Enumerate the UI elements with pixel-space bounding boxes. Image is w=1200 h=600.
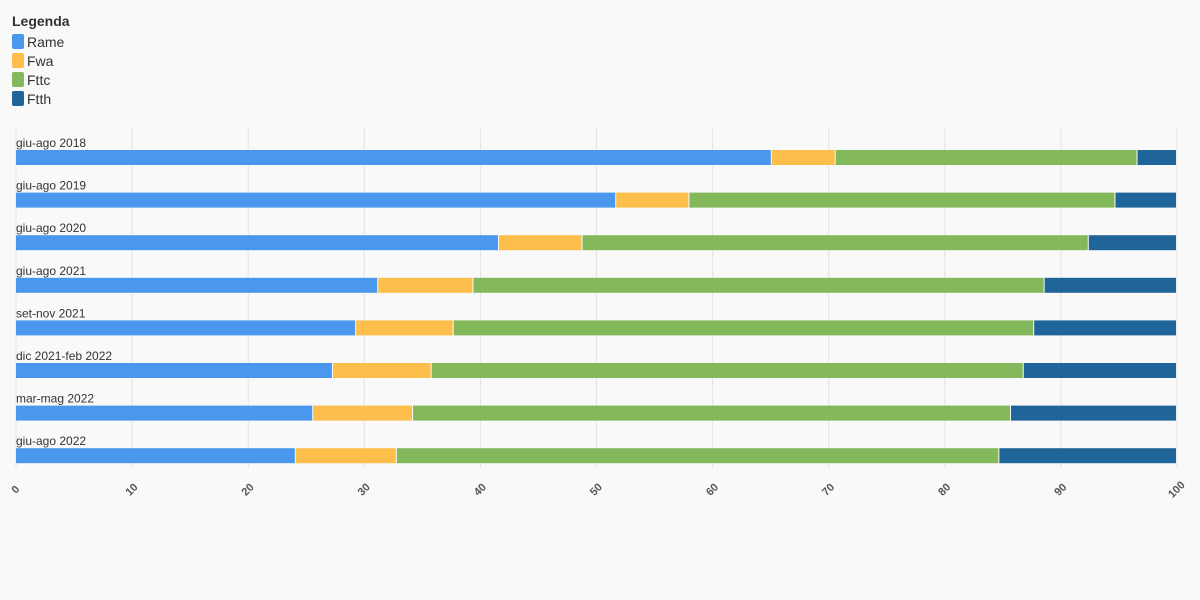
x-tick-label: 0 [10,484,23,497]
category-label: giu-ago 2019 [16,179,86,193]
legend-swatch-fwa [12,53,24,68]
x-tick-label: 100 [1166,479,1187,500]
bar-segment-rame [16,277,378,293]
bar-segment-ftth [999,448,1176,464]
bar-segment-rame [16,320,356,336]
bar-segment-fttc [582,235,1088,251]
category-label: giu-ago 2022 [16,434,86,448]
bar-segment-ftth [1115,192,1176,208]
bar-segment-rame [16,192,616,208]
bar-segment-fttc [413,405,1010,421]
bar-segment-fttc [431,363,1023,378]
legend-title: Legenda [12,13,70,29]
x-tick-label: 60 [704,481,721,498]
x-tick-label: 80 [936,481,953,498]
bar-segment-rame [16,363,332,378]
chart-legend: Legenda Rame Fwa Fttc Ftth [12,12,70,108]
legend-item-fwa[interactable]: Fwa [12,51,70,70]
legend-swatch-rame [12,34,24,49]
bar-segment-fwa [771,150,835,165]
bar-segment-rame [16,448,295,464]
category-label: giu-ago 2021 [16,264,86,278]
bar-segment-rame [16,150,771,165]
legend-label-fwa: Fwa [27,52,54,69]
bar-segment-ftth [1088,235,1176,251]
category-label: giu-ago 2018 [16,136,86,150]
x-tick-label: 20 [240,481,257,498]
bar-segment-ftth [1010,405,1176,421]
category-label: set-nov 2021 [16,306,86,320]
x-tick-label: 40 [472,481,489,498]
bar-segment-fttc [396,448,999,464]
legend-label-ftth: Ftth [27,90,52,107]
legend-item-ftth[interactable]: Ftth [12,89,70,108]
bar-segment-fwa [378,277,473,293]
category-label: giu-ago 2020 [16,221,86,235]
x-tick-label: 70 [820,481,837,498]
x-tick-label: 90 [1052,481,1069,498]
legend-swatch-fttc [12,72,24,87]
category-label: dic 2021-feb 2022 [16,349,112,363]
bar-segment-fwa [616,192,689,208]
bar-segment-fwa [498,235,582,251]
bar-segment-ftth [1044,277,1176,293]
legend-label-fttc: Fttc [27,71,51,88]
bar-segment-fttc [453,320,1034,336]
legend-item-fttc[interactable]: Fttc [12,70,70,89]
category-label: mar-mag 2022 [16,392,94,406]
bar-segment-fwa [356,320,453,336]
bar-segment-fttc [835,150,1137,165]
bar-segment-fttc [689,192,1115,208]
x-tick-label: 10 [123,481,140,498]
bar-segment-fttc [473,277,1044,293]
bar-segment-ftth [1137,150,1176,165]
x-tick-label: 50 [588,481,605,498]
bar-segment-rame [16,235,498,251]
bar-segment-fwa [332,363,431,378]
legend-item-rame[interactable]: Rame [12,32,70,51]
bar-segment-ftth [1034,320,1176,336]
bar-segment-rame [16,405,313,421]
bar-segment-fwa [313,405,413,421]
x-tick-label: 30 [356,481,373,498]
legend-swatch-ftth [12,91,24,106]
bar-segment-ftth [1023,363,1176,378]
bar-segment-fwa [295,448,396,464]
legend-label-rame: Rame [27,33,65,50]
